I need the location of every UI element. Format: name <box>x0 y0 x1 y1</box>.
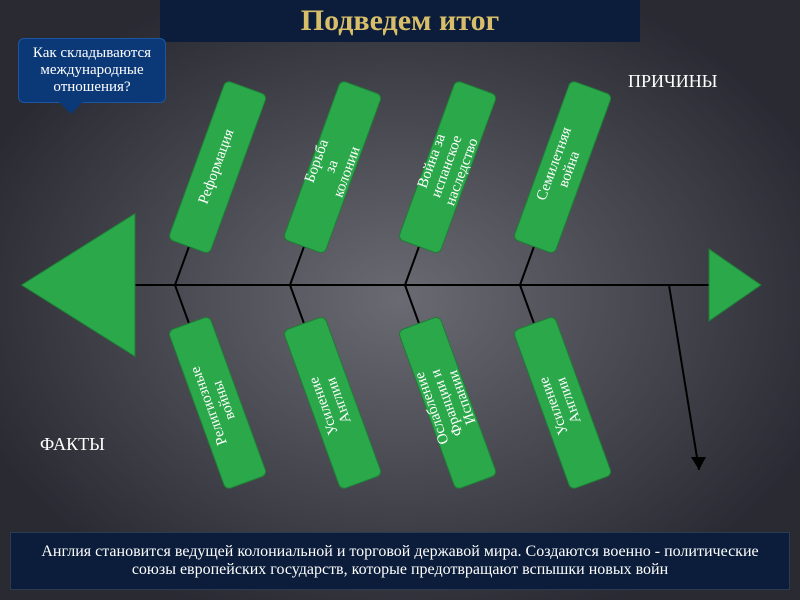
fishbone-diagram: РеформацияБорьба за колонииВойна за испа… <box>0 40 800 490</box>
conclusion-box: Англия становится ведущей колониальной и… <box>10 532 790 590</box>
conclusion-text: Англия становится ведущей колониальной и… <box>41 543 758 578</box>
fishbone-svg <box>0 40 800 490</box>
title-bar: Подведем итог <box>160 0 640 42</box>
title-text: Подведем итог <box>301 4 499 37</box>
